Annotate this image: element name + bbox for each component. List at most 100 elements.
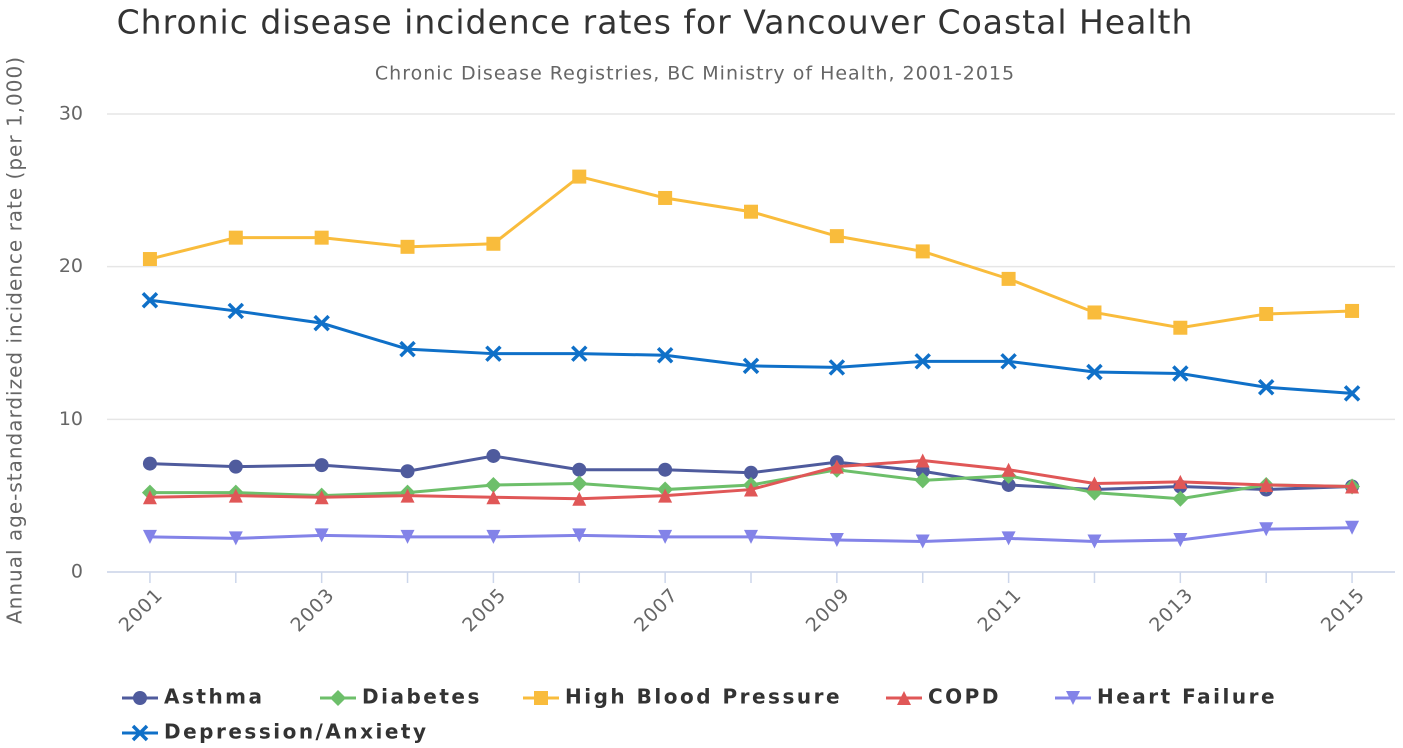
data-point <box>829 229 844 244</box>
data-point <box>829 532 844 547</box>
data-point <box>1000 353 1017 370</box>
data-point <box>486 490 501 505</box>
data-point <box>744 482 758 497</box>
x-tick-label: 2013 <box>1145 584 1198 637</box>
y-tick-label: 20 <box>59 255 83 277</box>
data-point <box>400 239 415 254</box>
data-point <box>399 340 416 358</box>
y-tick-label: 30 <box>59 103 83 125</box>
data-point <box>1001 462 1016 477</box>
data-point <box>658 190 673 205</box>
data-point <box>1173 474 1188 489</box>
legend-item: High Blood Pressure <box>523 685 840 709</box>
data-point <box>1087 534 1102 549</box>
data-point <box>658 462 673 477</box>
legend-item: Diabetes <box>320 685 482 709</box>
data-point <box>572 462 587 477</box>
data-point <box>314 458 329 473</box>
data-point <box>1343 385 1361 402</box>
x-tick-label: 2001 <box>115 584 168 637</box>
data-point <box>571 345 588 362</box>
data-point <box>915 464 930 479</box>
legend-label: Heart Failure <box>1097 685 1277 709</box>
legend-label: Diabetes <box>362 685 482 709</box>
data-point <box>572 169 587 184</box>
data-point <box>828 359 846 376</box>
data-point <box>141 292 159 309</box>
y-tick-label: 0 <box>71 561 83 583</box>
legend-marker <box>534 691 548 705</box>
data-point <box>227 302 245 320</box>
data-point <box>914 353 931 370</box>
data-point <box>400 464 415 479</box>
data-point <box>1259 522 1274 537</box>
x-tick-label: 2011 <box>973 584 1026 637</box>
data-point <box>228 531 243 546</box>
data-point <box>1172 365 1189 382</box>
data-point <box>658 488 673 503</box>
series-line <box>149 298 1353 395</box>
legend-item: COPD <box>886 685 1001 709</box>
data-point <box>1345 520 1360 535</box>
data-point <box>1001 271 1016 286</box>
legend-item: Asthma <box>122 685 265 709</box>
chart-title: Chronic disease incidence rates for Vanc… <box>117 3 1194 42</box>
legend-marker <box>131 724 149 742</box>
data-point <box>1087 305 1102 320</box>
legend-marker <box>330 690 346 706</box>
legend-label: Depression/Anxiety <box>164 720 429 744</box>
data-point <box>742 357 760 375</box>
data-point <box>313 314 330 332</box>
data-point <box>486 529 501 544</box>
data-point <box>486 236 501 251</box>
x-tick-label: 2007 <box>630 584 683 637</box>
data-point <box>744 204 758 219</box>
data-point <box>571 475 588 492</box>
data-point <box>142 490 157 505</box>
data-point <box>228 230 243 245</box>
data-point <box>1001 477 1016 492</box>
data-point <box>400 488 415 503</box>
y-axis-label: Annual age-standardized incidence rate (… <box>3 56 27 624</box>
data-point <box>1087 476 1102 491</box>
data-point <box>1345 303 1360 318</box>
data-point <box>914 472 931 489</box>
data-point <box>228 488 243 503</box>
data-point <box>486 448 501 463</box>
data-point <box>744 529 758 544</box>
legend-marker <box>897 691 911 705</box>
data-point <box>1259 477 1274 492</box>
data-point <box>314 528 329 543</box>
data-point <box>485 345 502 362</box>
data-point <box>1001 531 1016 546</box>
data-point <box>744 465 758 480</box>
data-point <box>1086 363 1103 381</box>
x-tick-label: 2003 <box>287 584 340 637</box>
data-point <box>314 490 329 505</box>
data-point <box>1173 320 1188 335</box>
data-point <box>142 252 157 267</box>
data-point <box>400 529 415 544</box>
data-point <box>572 491 587 506</box>
data-point <box>142 529 157 544</box>
y-tick-label: 10 <box>59 408 83 430</box>
data-point <box>485 476 502 493</box>
data-point <box>314 230 329 245</box>
data-point <box>142 456 157 471</box>
chart-subtitle: Chronic Disease Registries, BC Ministry … <box>375 63 1015 85</box>
legend-item: Depression/Anxiety <box>122 720 429 744</box>
legend-label: Asthma <box>164 685 265 709</box>
data-point <box>1345 479 1360 494</box>
data-point <box>915 453 930 468</box>
data-point <box>1172 490 1189 507</box>
data-point <box>829 459 844 474</box>
legend-marker <box>133 691 147 705</box>
legend-marker <box>1066 691 1080 705</box>
legend-label: COPD <box>928 685 1001 709</box>
legend-item: Heart Failure <box>1055 685 1277 709</box>
x-tick-label: 2015 <box>1317 584 1370 637</box>
data-point <box>572 528 587 543</box>
data-point <box>1173 532 1188 547</box>
data-point <box>228 459 243 474</box>
